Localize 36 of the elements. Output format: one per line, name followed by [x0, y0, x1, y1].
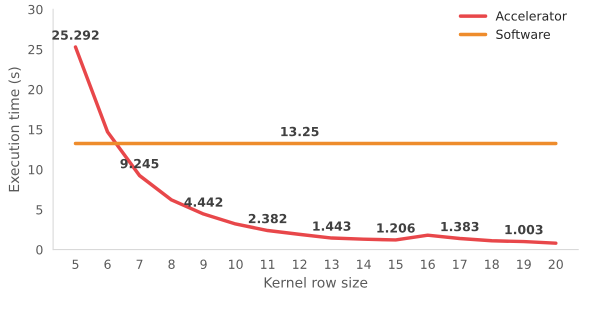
y-tick-label: 30: [28, 4, 43, 14]
line-series: [74, 45, 558, 245]
x-tick-label: 17: [453, 260, 467, 269]
x-tick-label: 7: [136, 260, 142, 269]
y-tick-label: 10: [28, 164, 43, 174]
x-tick-label: 10: [229, 260, 243, 269]
x-tick-label: 8: [168, 260, 175, 269]
data-label: 1.443: [313, 221, 350, 231]
x-tick-label: 18: [485, 260, 499, 269]
data-label: 25.292: [52, 30, 99, 40]
x-tick-label: 14: [357, 260, 371, 269]
x-tick-label: 9: [200, 260, 207, 269]
y-tick-label: 25: [28, 44, 42, 54]
data-label: 4.442: [184, 197, 222, 207]
x-axis-title: Kernel row size: [264, 276, 368, 288]
x-tick-label: 6: [104, 260, 111, 269]
data-label: 1.003: [505, 224, 543, 234]
x-tick-label: 11: [261, 260, 274, 269]
data-label: 1.383: [441, 222, 479, 232]
x-tick-label: 19: [517, 260, 531, 269]
y-tick-label: 20: [28, 84, 43, 94]
x-tick-label: 12: [293, 260, 306, 269]
x-tick-label: 16: [421, 260, 435, 269]
y-tick-label: 5: [36, 205, 42, 214]
data-label: 2.382: [248, 214, 286, 224]
x-tick-label: 5: [72, 260, 78, 269]
data-label: 1.206: [377, 223, 415, 233]
legend-label: Accelerator: [496, 11, 567, 21]
data-label: 13.25: [281, 126, 319, 136]
legend-label: Software: [496, 29, 550, 40]
x-tick-label: 13: [325, 260, 339, 269]
y-tick-label: 0: [36, 245, 43, 255]
y-axis-title: Execution time (s): [8, 67, 21, 192]
y-tick-label: 15: [28, 125, 42, 134]
x-tick-label: 15: [389, 260, 403, 269]
x-tick-label: 20: [548, 260, 563, 269]
